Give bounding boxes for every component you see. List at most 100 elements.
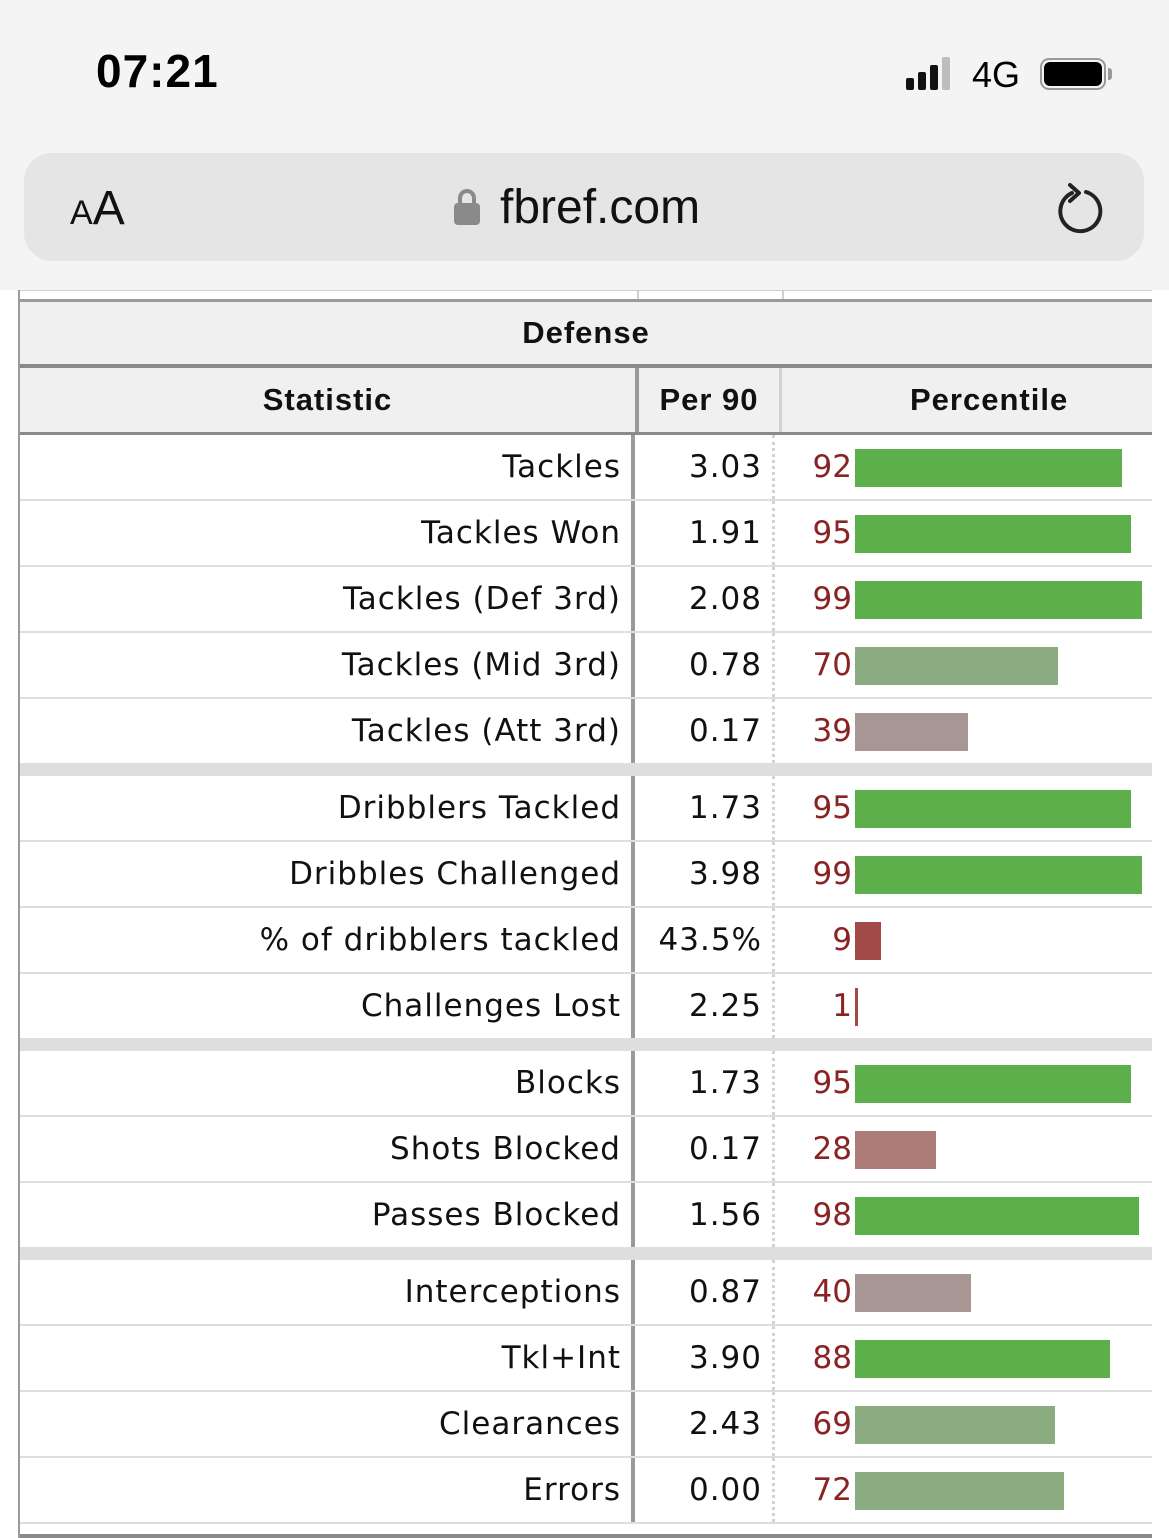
- percentile-bar: [855, 856, 1142, 894]
- statistic-cell[interactable]: Tackles Won: [20, 501, 635, 565]
- battery-icon: [1040, 58, 1114, 90]
- statistic-cell[interactable]: Tackles (Def 3rd): [20, 567, 635, 631]
- per90-cell: 3.90: [635, 1326, 775, 1390]
- per90-cell: 1.56: [635, 1183, 775, 1247]
- percentile-bar: [855, 1340, 1110, 1378]
- table-row: Clearances 2.43 69: [20, 1392, 1152, 1458]
- percentile-value: 39: [812, 713, 852, 749]
- statistic-cell[interactable]: Interceptions: [20, 1260, 635, 1324]
- per90-cell: 2.43: [635, 1392, 775, 1456]
- percentile-cell: 99: [775, 567, 1152, 631]
- signal-icon: [906, 56, 952, 90]
- table-row: Passes Blocked 1.56 98: [20, 1183, 1152, 1249]
- percentile-bar: [855, 922, 881, 960]
- statistic-cell[interactable]: Tkl+Int: [20, 1326, 635, 1390]
- percentile-value: 95: [812, 515, 852, 551]
- address-bar[interactable]: A A fbref.com: [24, 153, 1144, 261]
- column-header-statistic[interactable]: Statistic: [20, 368, 639, 432]
- statistic-cell[interactable]: Tackles (Att 3rd): [20, 699, 635, 763]
- percentile-cell: 95: [775, 1051, 1152, 1115]
- table-row: Shots Blocked 0.17 28: [20, 1117, 1152, 1183]
- table-row: Tackles (Mid 3rd) 0.78 70: [20, 633, 1152, 699]
- per90-cell: 1.73: [635, 776, 775, 840]
- status-time: 07:21: [96, 45, 219, 97]
- reload-icon[interactable]: [1052, 181, 1106, 237]
- percentile-value: 69: [812, 1406, 852, 1442]
- per90-cell: 3.03: [635, 435, 775, 499]
- column-header-percentile[interactable]: Percentile: [910, 382, 1069, 417]
- statistic-cell[interactable]: % of dribblers tackled: [20, 908, 635, 972]
- percentile-value: 99: [812, 581, 852, 617]
- percentile-bar: [855, 988, 858, 1026]
- statistic-cell[interactable]: Dribblers Tackled: [20, 776, 635, 840]
- browser-chrome: A A fbref.com: [0, 140, 1169, 290]
- per90-cell: 2.08: [635, 567, 775, 631]
- statistic-cell[interactable]: Tackles (Mid 3rd): [20, 633, 635, 697]
- table-row: % of dribblers tackled 43.5% 9: [20, 908, 1152, 974]
- percentile-cell: 9: [775, 908, 1152, 972]
- defense-table: Defense Statistic Per 90 Percentile Tack…: [18, 290, 1152, 1538]
- percentile-bar: [855, 1406, 1055, 1444]
- table-row: Tackles Won 1.91 95: [20, 501, 1152, 567]
- status-bar: 07:21 4G: [0, 0, 1169, 140]
- text-size-button[interactable]: A A: [70, 181, 125, 236]
- percentile-value: 88: [812, 1340, 852, 1376]
- percentile-bar: [855, 713, 968, 751]
- percentile-bar: [855, 647, 1058, 685]
- network-type: 4G: [972, 54, 1021, 95]
- statistic-cell[interactable]: Dribbles Challenged: [20, 842, 635, 906]
- percentile-value: 95: [812, 790, 852, 826]
- percentile-bar: [855, 1472, 1064, 1510]
- table-row: Challenges Lost 2.25 1: [20, 974, 1152, 1040]
- percentile-bar: [855, 449, 1122, 487]
- table-row: Blocks 1.73 95: [20, 1051, 1152, 1117]
- percentile-cell: 99: [775, 842, 1152, 906]
- percentile-value: 72: [812, 1472, 852, 1508]
- statistic-cell[interactable]: Errors: [20, 1458, 635, 1522]
- percentile-value: 40: [812, 1274, 852, 1310]
- percentile-value: 28: [812, 1131, 852, 1167]
- percentile-value: 99: [812, 856, 852, 892]
- group-separator: [20, 1040, 1152, 1051]
- percentile-value: 1: [832, 988, 852, 1024]
- statistic-cell[interactable]: Clearances: [20, 1392, 635, 1456]
- percentile-bar: [855, 515, 1131, 553]
- percentile-cell: 39: [775, 699, 1152, 763]
- url-display[interactable]: fbref.com: [452, 177, 700, 237]
- statistic-cell[interactable]: Passes Blocked: [20, 1183, 635, 1247]
- url-text: fbref.com: [500, 180, 701, 234]
- per90-cell: 2.25: [635, 974, 775, 1038]
- text-size-large-glyph: A: [92, 182, 125, 235]
- lock-icon: [452, 187, 482, 227]
- percentile-cell: 95: [775, 776, 1152, 840]
- table-row: Dribblers Tackled 1.73 95: [20, 776, 1152, 842]
- percentile-cell: 95: [775, 501, 1152, 565]
- table-header-row: Statistic Per 90 Percentile: [20, 368, 1152, 435]
- per90-cell: 3.98: [635, 842, 775, 906]
- percentile-value: 9: [832, 922, 852, 958]
- group-separator: [20, 1249, 1152, 1260]
- percentile-value: 95: [812, 1065, 852, 1101]
- table-bottom-border: [20, 1534, 1152, 1538]
- percentile-cell: 72: [775, 1458, 1152, 1522]
- percentile-cell: 28: [775, 1117, 1152, 1181]
- column-header-per90[interactable]: Per 90: [639, 368, 782, 432]
- table-body: Tackles 3.03 92 Tackles Won 1.91 95 Tackles (D…: [20, 435, 1152, 1524]
- per90-cell: 1.91: [635, 501, 775, 565]
- statistic-cell[interactable]: Tackles: [20, 435, 635, 499]
- per90-cell: 0.17: [635, 1117, 775, 1181]
- statistic-cell[interactable]: Blocks: [20, 1051, 635, 1115]
- table-row: Tackles (Def 3rd) 2.08 99: [20, 567, 1152, 633]
- table-caption: Defense: [20, 299, 1152, 368]
- table-row: Tkl+Int 3.90 88: [20, 1326, 1152, 1392]
- table-top-edge: [20, 290, 1152, 299]
- table-row: Errors 0.00 72: [20, 1458, 1152, 1524]
- table-row: Interceptions 0.87 40: [20, 1260, 1152, 1326]
- statistic-cell[interactable]: Shots Blocked: [20, 1117, 635, 1181]
- percentile-value: 92: [812, 449, 852, 485]
- percentile-bar: [855, 1274, 971, 1312]
- per90-cell: 0.17: [635, 699, 775, 763]
- percentile-cell: 92: [775, 435, 1152, 499]
- percentile-cell: 40: [775, 1260, 1152, 1324]
- statistic-cell[interactable]: Challenges Lost: [20, 974, 635, 1038]
